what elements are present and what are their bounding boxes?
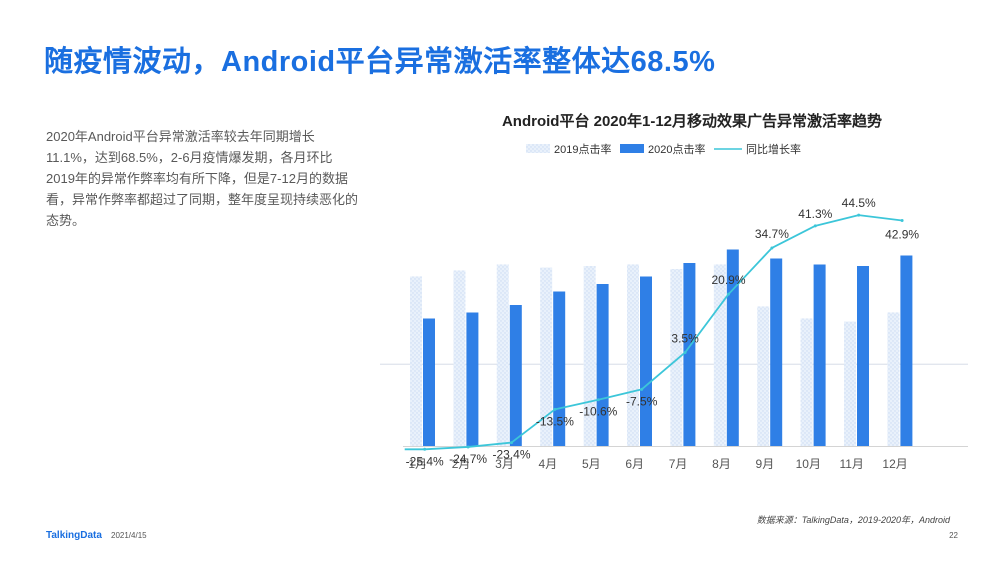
plot-area: 1月 2月 3月 4月 5月 6月 7月 8月 9月 10月 11月 12月-25.4% -24.7% -… (380, 196, 968, 471)
x-tick-label: 8月 (712, 457, 731, 471)
page-number: 22 (949, 531, 958, 540)
yoy-point (640, 387, 644, 391)
yoy-point (510, 441, 513, 445)
bar-2019 (713, 264, 726, 446)
bar-2020 (770, 258, 783, 446)
bar-2020 (857, 266, 869, 446)
x-tick-label: 2月 (452, 457, 471, 471)
yoy-data-label: -13.5% (536, 414, 574, 428)
bar-2019 (410, 276, 422, 446)
bar-2020 (423, 318, 435, 446)
yoy-data-label: 34.7% (755, 227, 789, 241)
x-tick-label: 9月 (756, 457, 775, 471)
talkingdata-logo: TalkingData (46, 530, 102, 541)
yoy-point (596, 398, 600, 402)
bar-2020 (640, 276, 652, 446)
legend-swatch-2019 (526, 144, 550, 153)
legend-label-2020: 2020点击率 (648, 142, 705, 156)
yoy-data-label: -10.6% (579, 405, 617, 419)
bar-2019 (887, 312, 900, 446)
x-tick-label: 10月 (796, 457, 821, 471)
legend: 2019点击率 2020点击率 同比增长率 (526, 142, 801, 156)
yoy-point (423, 447, 427, 451)
bar-2020 (726, 249, 739, 446)
bar-2020 (813, 264, 826, 446)
bar-2019 (757, 306, 770, 446)
x-tick-label: 12月 (882, 457, 907, 471)
bar-2020 (683, 263, 696, 446)
bar-2019 (844, 321, 856, 446)
legend-swatch-2020 (620, 144, 644, 153)
yoy-data-label: 42.9% (885, 227, 919, 241)
yoy-data-label: 41.3% (798, 207, 832, 221)
yoy-point (857, 213, 861, 217)
bar-2019 (583, 266, 596, 446)
x-tick-label: 11月 (839, 457, 863, 471)
x-tick-label: 1月 (408, 457, 427, 471)
bar-2019 (453, 270, 466, 446)
bar-2019 (540, 267, 553, 446)
bar-2020 (466, 312, 479, 446)
chart: Android平台 2020年1-12月移动效果广告异常激活率趋势 2019点击… (380, 112, 968, 471)
description-text: 2020年Android平台异常激活率较去年同期增长11.1%，达到68.5%，… (46, 129, 359, 228)
x-tick-label: 3月 (495, 457, 514, 471)
yoy-point (770, 246, 774, 250)
yoy-data-label: -7.5% (626, 394, 658, 408)
x-tick-label: 7月 (669, 457, 688, 471)
legend-label-2019: 2019点击率 (554, 142, 611, 156)
yoy-point (683, 350, 687, 354)
page-title: 随疫情波动，Android平台异常激活率整体达68.5% (44, 46, 716, 78)
bar-2020 (596, 284, 609, 446)
bar-2020 (509, 305, 522, 446)
yoy-data-label: 20.9% (711, 273, 745, 287)
yoy-point (900, 218, 904, 222)
yoy-growth-line (404, 214, 903, 451)
yoy-point (727, 292, 730, 296)
bar-2019 (800, 318, 813, 446)
yoy-data-label: 44.5% (842, 196, 876, 210)
chart-title: Android平台 2020年1-12月移动效果广告异常激活率趋势 (502, 112, 882, 130)
bar-2019 (496, 264, 509, 446)
yoy-data-label: -25.4% (406, 454, 444, 468)
bar-2019 (627, 264, 639, 446)
x-tick-label: 5月 (582, 457, 601, 471)
legend-label-yoy: 同比增长率 (746, 142, 801, 156)
yoy-point (553, 407, 557, 411)
yoy-data-label: -24.7% (449, 452, 487, 466)
yoy-point (813, 224, 817, 228)
source-note: 数据来源：TalkingData，2019-2020年，Android (756, 515, 950, 525)
yoy-point (466, 445, 470, 449)
bar-2019 (670, 269, 683, 446)
x-tick-label: 6月 (625, 457, 644, 471)
yoy-data-label: -23.4% (492, 448, 530, 462)
yoy-data-label: 3.5% (671, 331, 699, 345)
footer-date: 2021/4/15 (111, 531, 147, 540)
x-tick-label: 4月 (539, 457, 558, 471)
bar-2020 (900, 255, 913, 446)
